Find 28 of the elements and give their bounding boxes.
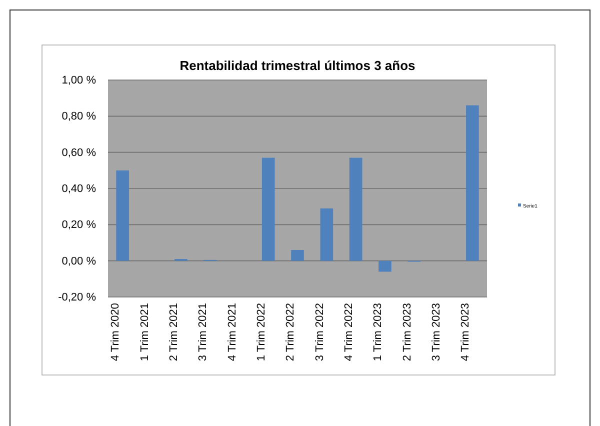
x-tick-label: 1 Trim 2023 xyxy=(372,303,384,362)
x-tick-label: 2 Trim 2021 xyxy=(168,303,180,362)
x-tick-label: 4 Trim 2023 xyxy=(460,303,472,362)
bar xyxy=(378,260,392,272)
bar xyxy=(262,158,275,261)
y-tick-label: 0,60 % xyxy=(62,146,96,159)
y-tick-label: 0,20 % xyxy=(62,219,96,232)
bar xyxy=(349,158,362,261)
y-tick-label: 0,80 % xyxy=(62,110,96,123)
x-tick-label: 4 Trim 2020 xyxy=(110,303,122,362)
x-tick-label: 1 Trim 2021 xyxy=(138,303,151,362)
x-tick-label: 3 Trim 2022 xyxy=(314,303,326,362)
y-tick-label: 0,40 % xyxy=(62,183,96,196)
x-tick-label: 1 Trim 2022 xyxy=(255,303,268,362)
bar xyxy=(116,170,129,261)
y-tick-label: 0,00 % xyxy=(62,255,96,268)
x-tick-label: 2 Trim 2022 xyxy=(284,303,297,362)
x-tick-label: 3 Trim 2021 xyxy=(197,303,210,362)
chart-title: Rentabilidad trimestral últimos 3 años xyxy=(180,58,416,73)
bar xyxy=(320,208,334,261)
x-tick-label: 4 Trim 2022 xyxy=(342,303,355,362)
y-tick-label: -0,20 % xyxy=(58,292,96,304)
x-tick-label: 3 Trim 2023 xyxy=(430,303,442,362)
x-tick-label: 2 Trim 2023 xyxy=(401,303,414,362)
y-tick-label: 1,00 % xyxy=(62,74,96,87)
x-tick-label: 4 Trim 2021 xyxy=(226,303,238,362)
bar xyxy=(466,105,479,261)
bar xyxy=(291,250,304,261)
